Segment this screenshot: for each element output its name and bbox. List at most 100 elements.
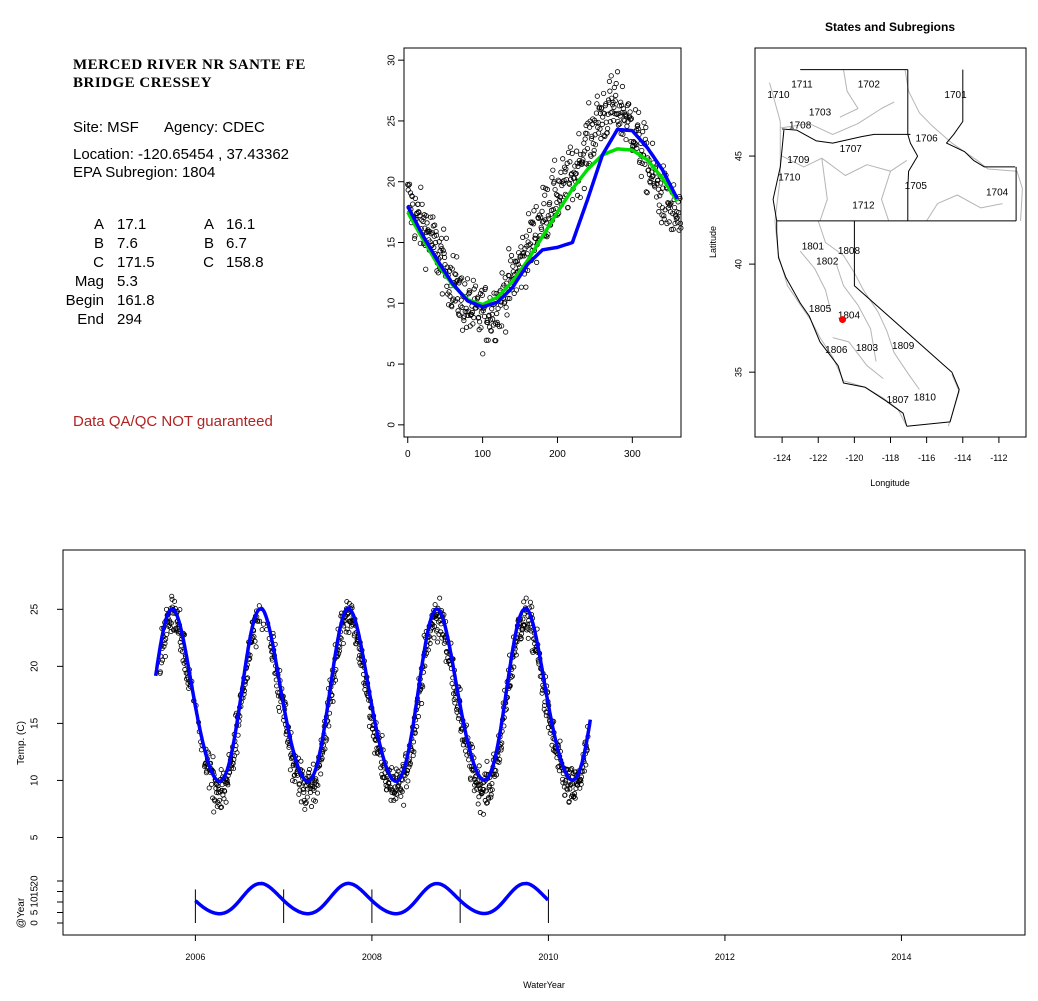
observation-point — [591, 151, 597, 157]
observation-point — [533, 204, 539, 210]
observation-point — [658, 190, 664, 196]
observation-point — [414, 724, 420, 730]
observation-point — [224, 777, 230, 783]
subregion-label: 1802 — [816, 257, 839, 268]
observation-point — [467, 289, 473, 295]
observation-point — [588, 136, 595, 142]
observation-point — [449, 266, 455, 272]
x-tick-label: 100 — [474, 449, 491, 460]
observation-point — [562, 792, 568, 798]
observation-point — [172, 598, 178, 604]
observation-point — [569, 150, 575, 157]
observation-point — [552, 157, 558, 163]
observation-point — [612, 98, 618, 104]
observation-point — [455, 311, 462, 317]
observation-point — [643, 189, 649, 195]
observation-point — [600, 90, 607, 97]
observation-point — [424, 220, 430, 226]
observation-point — [160, 657, 166, 663]
y-tick-label: 0 — [387, 422, 398, 428]
observation-point — [454, 254, 460, 260]
y-tick-label: 15 — [387, 237, 398, 249]
observation-point — [372, 750, 378, 756]
observation-point — [626, 101, 632, 107]
param-label: Mag — [74, 273, 104, 290]
observation-point — [564, 160, 570, 166]
observation-point — [482, 285, 489, 291]
observation-point — [326, 723, 332, 729]
y-axis-label: Latitude — [708, 226, 718, 258]
observation-point — [219, 787, 225, 793]
subregion-label: 1706 — [916, 133, 939, 144]
doy-chart: 0 100 200 300 0 5 10 15 20 25 30 — [387, 47, 684, 460]
observation-point — [524, 251, 530, 257]
observation-point — [642, 136, 648, 142]
observation-point — [225, 782, 231, 788]
observation-point — [543, 713, 549, 719]
observation-point — [464, 309, 470, 315]
observation-point — [515, 261, 521, 268]
state-border — [772, 130, 785, 221]
state-border — [776, 220, 908, 427]
site-label: Site: MSF — [73, 119, 139, 136]
observation-point — [534, 259, 540, 265]
observation-point — [218, 767, 224, 773]
x-tick-label: 2006 — [185, 952, 205, 962]
observation-point — [455, 716, 461, 722]
observation-point — [477, 319, 483, 325]
observation-point — [627, 116, 634, 122]
observation-point — [259, 627, 265, 633]
observation-point — [560, 156, 566, 162]
observation-point — [578, 151, 584, 158]
observation-point — [521, 622, 527, 628]
observation-point — [457, 276, 463, 282]
observation-point — [463, 324, 470, 330]
observation-point — [379, 732, 385, 738]
observation-point — [305, 786, 311, 792]
observation-point — [589, 133, 595, 139]
observation-point — [434, 627, 440, 633]
y-tick-label: 20 — [387, 176, 398, 188]
observation-point — [433, 228, 439, 235]
observation-point — [287, 767, 293, 773]
param-value: 16.1 — [226, 216, 256, 233]
observation-point — [428, 214, 434, 220]
observation-point — [580, 151, 586, 157]
annual-fit-line — [194, 881, 550, 916]
observation-point — [494, 772, 500, 778]
observation-point — [398, 793, 404, 799]
observation-point — [461, 313, 467, 319]
observation-point — [639, 147, 645, 154]
observation-point — [168, 629, 174, 635]
observation-point — [614, 69, 621, 75]
subregion-label: 1801 — [802, 241, 825, 252]
lower-y-tick-label: 0 — [30, 920, 41, 926]
param-value: 6.7 — [226, 235, 247, 252]
observation-point — [650, 173, 656, 179]
observation-point — [488, 794, 494, 800]
observation-point — [431, 623, 437, 629]
observation-point — [494, 310, 500, 317]
observation-point — [596, 130, 602, 136]
observation-point — [538, 214, 544, 220]
observation-point — [539, 690, 545, 696]
observation-point — [580, 157, 586, 163]
observation-point — [489, 781, 495, 787]
observation-point — [423, 213, 429, 219]
observation-point — [574, 148, 580, 154]
observation-point — [578, 781, 584, 787]
observation-point — [583, 762, 589, 768]
observation-point — [568, 767, 574, 773]
observation-point — [219, 804, 225, 810]
observation-point — [298, 799, 304, 805]
observation-point — [432, 239, 439, 246]
observation-point — [566, 798, 572, 804]
observation-point — [572, 795, 578, 801]
observation-point — [566, 181, 573, 187]
observation-point — [222, 788, 228, 794]
param-label: C — [93, 254, 104, 271]
observation-point — [157, 669, 163, 675]
observation-point — [478, 325, 484, 331]
observation-point — [495, 305, 501, 312]
observation-point — [573, 170, 579, 177]
